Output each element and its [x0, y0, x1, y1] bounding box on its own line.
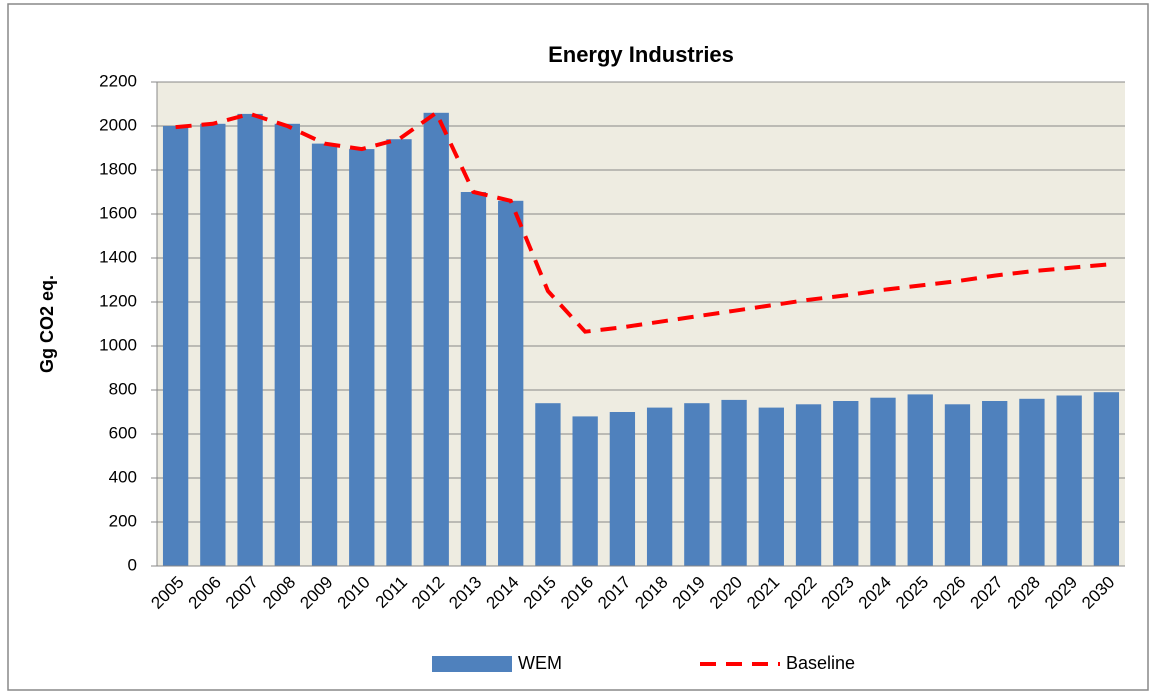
- y-tick-label: 1800: [99, 159, 137, 178]
- bar: [795, 404, 822, 566]
- legend-label: WEM: [518, 653, 562, 673]
- bar: [721, 399, 747, 566]
- y-tick-label: 0: [128, 555, 137, 574]
- y-tick-label: 1000: [99, 335, 137, 354]
- bar: [907, 394, 933, 566]
- bar: [646, 407, 673, 566]
- bar: [870, 397, 896, 566]
- bar: [460, 192, 487, 566]
- line-series: [175, 109, 1107, 334]
- bar: [200, 123, 226, 567]
- legend-swatch: [432, 656, 512, 672]
- y-tick-label: 2000: [99, 115, 137, 134]
- y-tick-label: 400: [109, 467, 137, 486]
- bar: [311, 143, 338, 566]
- bar: [1093, 392, 1120, 566]
- bar: [684, 403, 710, 566]
- y-tick-label: 1200: [99, 291, 137, 310]
- bar: [237, 113, 263, 567]
- chart-title: Energy Industries: [548, 42, 734, 67]
- bar: [535, 403, 561, 566]
- bar: [758, 407, 784, 566]
- y-tick-label: 1600: [99, 203, 137, 222]
- y-tick-label: 200: [109, 511, 137, 530]
- bar: [572, 416, 598, 566]
- y-axis-label: Gg CO2 eq.: [37, 275, 57, 373]
- bar: [944, 404, 971, 566]
- bar: [423, 112, 449, 567]
- y-tick-label: 800: [109, 379, 137, 398]
- bar: [609, 412, 636, 566]
- bar: [982, 401, 1008, 566]
- bar: [833, 401, 859, 566]
- bar: [1056, 395, 1082, 566]
- legend-label: Baseline: [786, 653, 855, 673]
- y-tick-label: 1400: [99, 247, 137, 266]
- bar: [349, 149, 375, 566]
- y-tick-label: 600: [109, 423, 137, 442]
- bar: [1019, 398, 1045, 566]
- bar: [386, 139, 412, 566]
- bar: [498, 200, 524, 567]
- bar: [162, 126, 189, 566]
- bar: [274, 123, 300, 567]
- y-tick-label: 2200: [99, 71, 137, 90]
